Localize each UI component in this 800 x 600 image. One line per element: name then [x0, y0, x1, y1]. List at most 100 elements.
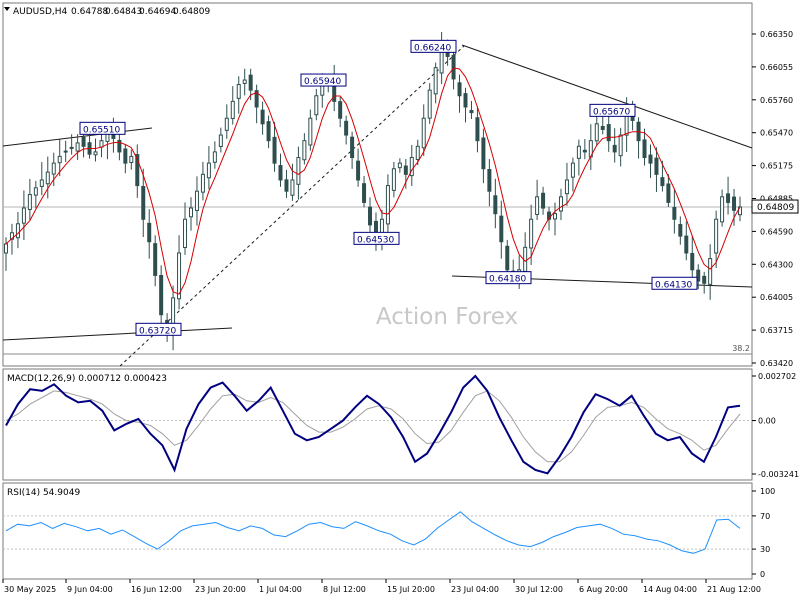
candle-body [720, 196, 725, 223]
time-axis: 30 May 2025 9 Jun 04:00 16 Jun 12:00 23 Jun… [2, 579, 761, 594]
candle-body [427, 89, 432, 119]
candle-body [266, 121, 271, 142]
lower-left-trendline [2, 327, 233, 341]
price-label-box [79, 121, 126, 135]
candle-body [714, 218, 719, 254]
price-label-box [353, 231, 400, 245]
candle-body [594, 123, 599, 142]
candle-body [696, 269, 701, 282]
candle-body [457, 82, 462, 97]
price-axis-label: 0.63420 [760, 359, 793, 368]
price-label-box [589, 103, 636, 117]
macd-panel [2, 368, 753, 481]
candle-body [344, 120, 349, 136]
candle-body [194, 190, 199, 211]
price-labels: 0.65510 0.63720 0.65940 0.64530 0.66240 0.641… [79, 39, 698, 336]
candle-body [57, 155, 62, 164]
price-label-box [410, 39, 457, 53]
candle-body [368, 206, 373, 226]
candle-body [666, 183, 671, 203]
candle-body [218, 134, 223, 147]
symbol-label: AUDUSD,H4 [13, 7, 68, 17]
candle-body [421, 117, 426, 149]
price-label-text: 0.66240 [414, 43, 451, 53]
fib-label: 38.2 [732, 344, 750, 353]
price-axis-label: 0.66350 [760, 30, 793, 39]
current-price-tag [751, 199, 799, 214]
candle-body [141, 185, 146, 220]
price-axis-label: 0.65175 [760, 162, 793, 171]
candle-body [21, 207, 26, 224]
candle-body [183, 218, 188, 249]
price-axis-label: 0.64885 [760, 195, 793, 204]
candle-body [153, 243, 158, 276]
candle-body [672, 207, 677, 220]
candle-body [123, 148, 128, 164]
price-label-text: 0.63720 [139, 326, 176, 336]
candle-body [618, 134, 623, 157]
candle-body [558, 196, 563, 212]
candle-body [314, 95, 319, 116]
ohlc-close: 0.64809 [173, 7, 210, 17]
time-axis-label: 21 Aug 12:00 [707, 585, 761, 594]
candle-body [206, 162, 211, 179]
price-panel [2, 2, 753, 367]
candle-body [296, 157, 301, 185]
candle-body [397, 162, 402, 169]
price-label-box [135, 322, 182, 336]
candle-body [290, 179, 295, 196]
rsi-axis-label: 70 [760, 512, 770, 521]
time-axis-label: 16 Jun 12:00 [131, 585, 182, 594]
candle-body [27, 194, 32, 210]
candle-body [129, 155, 134, 164]
candle-body [570, 162, 575, 178]
candle-body [654, 157, 659, 175]
candle-body [177, 252, 182, 300]
candle-body [415, 145, 420, 160]
current-price-tag-text: 0.64809 [757, 203, 794, 213]
candle-body [4, 243, 8, 254]
time-axis-label: 15 Jul 20:00 [387, 585, 435, 594]
price-label-text: 0.65510 [83, 125, 120, 135]
candle-body [236, 84, 241, 99]
candle-body [391, 168, 396, 191]
rsi-line [5, 511, 741, 554]
candle-body [278, 165, 283, 181]
candle-body [362, 183, 367, 203]
candle-body [475, 117, 480, 142]
candle-body [75, 142, 80, 152]
time-axis-label: 8 Jul 12:00 [323, 585, 366, 594]
macd-axis-label: 0.00 [758, 417, 776, 426]
candle-body [159, 274, 164, 316]
candle-body [690, 252, 695, 271]
price-axis-label: 0.66055 [760, 63, 793, 72]
candle-body [242, 79, 247, 84]
rsi-axis-label: 100 [760, 487, 775, 496]
candle-body [302, 140, 307, 161]
candle-body [338, 101, 343, 119]
candle-body [553, 213, 558, 220]
time-axis-label: 23 Jun 20:00 [195, 585, 246, 594]
candle-body [350, 136, 355, 159]
candle-body [63, 150, 68, 153]
candle-body [224, 117, 229, 131]
candle-body [260, 109, 265, 125]
macd-axis-label: 0.002702 [758, 372, 796, 381]
price-label-text: 0.65670 [593, 107, 630, 117]
candle-body [51, 162, 56, 175]
candle-body [505, 245, 510, 271]
candle-body [600, 125, 605, 130]
watermark: Action Forex [376, 304, 518, 330]
candle-body [541, 192, 546, 209]
candle-body [493, 195, 498, 215]
candle-body [15, 223, 20, 239]
price-axis: 0.66350 0.66055 0.65760 0.65470 0.65175 0.648… [752, 30, 793, 368]
macd-axis-label: -0.003241 [758, 470, 799, 479]
candle-body [33, 187, 38, 196]
price-label-text: 0.64530 [357, 235, 394, 245]
candle-body [409, 157, 414, 177]
price-label-box [485, 271, 532, 285]
price-axis-label: 0.64300 [760, 260, 793, 269]
candle-body [732, 196, 737, 211]
